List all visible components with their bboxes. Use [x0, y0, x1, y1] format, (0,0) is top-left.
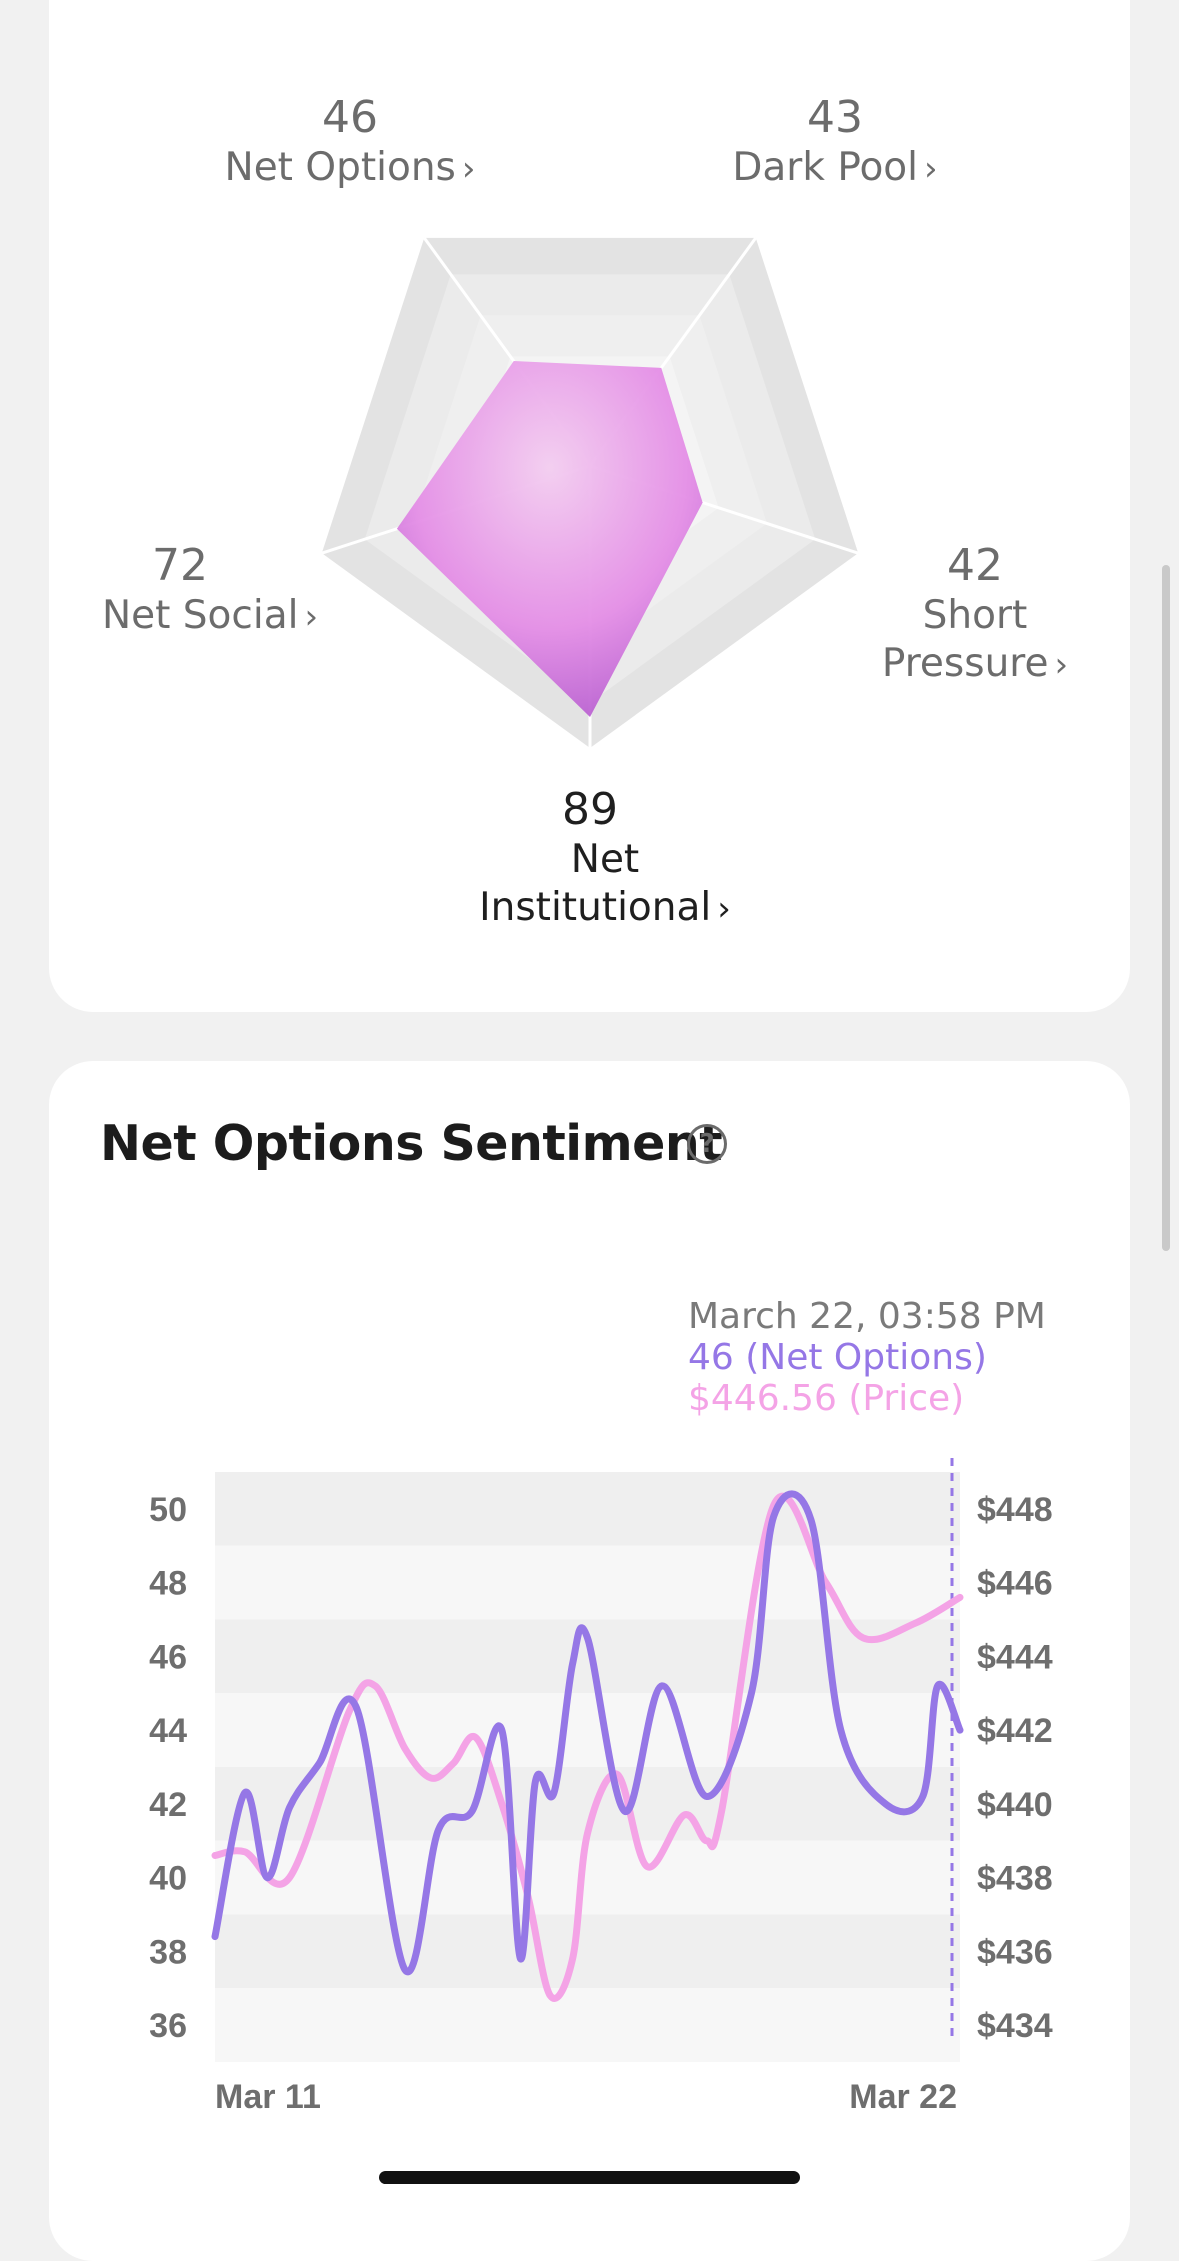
chevron-right-icon: › — [304, 597, 319, 637]
radar-label-net-social[interactable]: 72 Net Social › — [90, 540, 330, 641]
chevron-right-icon: › — [717, 889, 731, 929]
home-indicator[interactable] — [379, 2171, 800, 2184]
net-social-score: 72 — [152, 540, 208, 591]
y-right-tick-label: $446 — [977, 1565, 1053, 1603]
chevron-right-icon: › — [1054, 645, 1069, 685]
y-right-tick-label: $444 — [977, 1638, 1053, 1676]
net-social-label: Net Social — [101, 593, 299, 638]
y-right-tick-label: $438 — [977, 1860, 1053, 1898]
net-institutional-score: 89 — [562, 784, 618, 835]
series-line-net-options — [211, 1490, 964, 1976]
net-options-line-chart[interactable]: 50 48 46 44 42 40 38 36 $448 $446 $444 $442 $440 $438… — [0, 0, 1179, 2140]
x-tick-label: Mar 11 — [215, 2078, 321, 2116]
y-left-tick-label: 48 — [149, 1565, 187, 1603]
y-right-tick-label: $434 — [977, 2007, 1053, 2045]
radar-label-net-institutional[interactable]: 89 Net Institutional › — [440, 784, 770, 933]
radar-label-dark-pool[interactable]: 43 Dark Pool › — [700, 92, 970, 193]
chart-grid-band — [215, 1545, 960, 1620]
y-left-tick-label: 42 — [149, 1786, 187, 1824]
radar-label-net-options[interactable]: 46 Net Options › — [200, 92, 500, 193]
dark-pool-score: 43 — [807, 92, 863, 143]
chart-tooltip: March 22, 03:58 PM 46 (Net Options) $446… — [688, 1296, 1046, 1419]
chart-grid-band — [215, 1472, 960, 1546]
chevron-right-icon: › — [924, 149, 938, 189]
chevron-right-icon: › — [461, 149, 476, 189]
net-options-score: 46 — [322, 92, 378, 143]
radar-label-short-pressure[interactable]: 42 Short Pressure › — [860, 540, 1090, 689]
series-line-price — [211, 1492, 964, 2002]
question-circle-icon[interactable]: ? — [687, 1124, 727, 1164]
y-left-tick-label: 36 — [149, 2007, 187, 2045]
tooltip-price: $446.56 (Price) — [688, 1378, 965, 1419]
scrollbar[interactable] — [1162, 565, 1170, 1251]
x-tick-label: Mar 22 — [849, 2078, 957, 2116]
y-left-tick-label: 50 — [149, 1491, 187, 1529]
chart-grid-band — [215, 1988, 960, 2062]
y-left-tick-label: 44 — [149, 1712, 187, 1750]
short-pressure-label: Short Pressure — [881, 593, 1049, 686]
y-right-tick-label: $440 — [977, 1786, 1053, 1824]
y-left-tick-label: 40 — [149, 1860, 187, 1898]
chart-grid-band — [215, 1914, 960, 1989]
radar-chart — [321, 236, 859, 748]
radar-value-area — [396, 361, 703, 717]
tooltip-date: March 22, 03:58 PM — [688, 1296, 1046, 1337]
y-left-tick-label: 38 — [149, 1933, 187, 1971]
y-left-tick-label: 46 — [149, 1638, 187, 1676]
y-right-tick-label: $442 — [977, 1712, 1053, 1750]
tooltip-net-options: 46 (Net Options) — [688, 1337, 987, 1378]
net-institutional-label: Net Institutional — [479, 837, 712, 930]
dark-pool-label: Dark Pool — [732, 145, 919, 190]
net-options-label: Net Options — [224, 145, 456, 190]
short-pressure-score: 42 — [947, 540, 1003, 591]
y-right-tick-label: $436 — [977, 1933, 1053, 1971]
section-title: Net Options Sentiment — [100, 1115, 723, 1172]
y-right-tick-label: $448 — [977, 1491, 1053, 1529]
